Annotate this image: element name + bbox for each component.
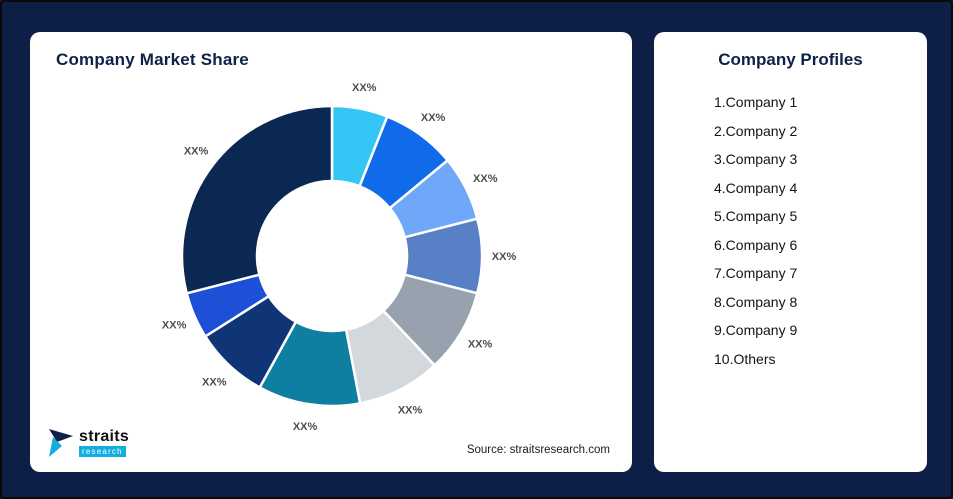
market-share-card: XX% XX% XX% XX% XX% XX% XX% XX% XX% XX% Company M… [30, 32, 632, 472]
profile-item: 6.Company 6 [714, 236, 798, 253]
segment-label: XX% [293, 421, 318, 433]
logo-text: straits research [79, 429, 129, 457]
profiles-title: Company Profiles [718, 50, 863, 69]
profile-item: 8.Company 8 [714, 293, 798, 310]
donut-chart: XX% XX% XX% XX% XX% XX% XX% XX% XX% XX% [162, 82, 517, 433]
logo-brand-text: straits [79, 428, 130, 445]
profile-item: 3.Company 3 [714, 151, 798, 167]
chart-title: Company Market Share [56, 50, 249, 69]
straits-research-logo: straits research [48, 428, 129, 458]
segment-label: XX% [468, 339, 493, 351]
profiles-list: 1.Company 1 2.Company 2 3.Company 3 4.Compa… [654, 88, 927, 373]
straits-logo-icon [49, 429, 73, 457]
profile-item: 5.Company 5 [714, 208, 798, 224]
donut-segment [180, 104, 334, 295]
segment-label: XX% [473, 173, 498, 185]
source-attribution: Source: straitsresearch.com [466, 444, 610, 456]
segment-label: XX% [492, 251, 517, 263]
segment-label: XX% [162, 319, 187, 331]
profile-item: 10.Others [714, 350, 776, 367]
profile-item: 2.Company 2 [714, 122, 798, 139]
profile-item: 4.Company 4 [714, 179, 798, 196]
profile-item: 7.Company 7 [714, 265, 798, 281]
segment-label: XX% [421, 112, 446, 124]
profile-item: 9.Company 9 [714, 322, 798, 338]
profile-item: 1.Company 1 [714, 94, 798, 110]
logo-sub-text: research [79, 446, 126, 457]
segment-label: XX% [352, 82, 377, 94]
segment-label: XX% [398, 404, 423, 416]
company-profiles-card: Company Profiles 1.Company 1 2.Company 2 3… [654, 32, 927, 472]
segment-label: XX% [202, 376, 227, 388]
segment-label: XX% [184, 146, 209, 158]
